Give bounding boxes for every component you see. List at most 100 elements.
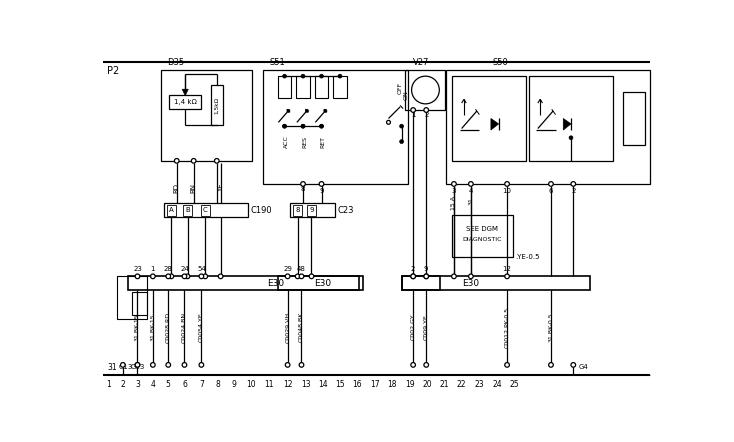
Text: E30: E30	[462, 279, 479, 288]
Text: 7: 7	[199, 380, 204, 389]
Bar	[183, 205, 192, 216]
Text: C0024.BN: C0024.BN	[182, 312, 187, 343]
Text: C190: C190	[251, 206, 272, 215]
Text: G13: G13	[131, 364, 145, 370]
Circle shape	[283, 124, 286, 128]
Text: .YE-0.5: .YE-0.5	[515, 254, 540, 260]
Text: 2: 2	[411, 267, 415, 272]
Bar	[169, 95, 201, 109]
Text: 3: 3	[451, 188, 457, 194]
Bar	[263, 70, 408, 184]
Circle shape	[182, 362, 186, 367]
Circle shape	[424, 362, 429, 367]
Bar	[278, 276, 359, 290]
Text: S51: S51	[269, 58, 285, 67]
Circle shape	[411, 362, 415, 367]
Bar	[211, 85, 223, 126]
Bar	[452, 76, 526, 161]
Polygon shape	[491, 118, 498, 130]
Text: 9: 9	[319, 188, 324, 194]
Circle shape	[286, 362, 290, 367]
Circle shape	[295, 274, 300, 278]
Text: 6: 6	[182, 380, 187, 389]
Text: 12: 12	[503, 267, 512, 272]
Circle shape	[301, 182, 305, 186]
Circle shape	[571, 362, 575, 367]
Text: 24: 24	[493, 380, 502, 389]
Text: E30: E30	[313, 279, 331, 288]
Circle shape	[411, 274, 415, 278]
Bar	[528, 76, 614, 161]
Circle shape	[424, 108, 429, 112]
Text: 23: 23	[475, 380, 484, 389]
Text: 8: 8	[295, 207, 300, 213]
Circle shape	[505, 274, 509, 278]
Text: YE: YE	[218, 183, 224, 192]
Circle shape	[135, 362, 139, 367]
Text: 5: 5	[166, 380, 171, 389]
Text: 19: 19	[405, 380, 415, 389]
Circle shape	[283, 74, 286, 78]
Text: C0028.RD: C0028.RD	[166, 312, 171, 343]
Circle shape	[166, 274, 170, 278]
Circle shape	[548, 182, 553, 186]
Circle shape	[135, 362, 139, 367]
Bar	[315, 76, 328, 98]
Text: C009.YE: C009.YE	[424, 314, 429, 340]
Text: C23: C23	[338, 206, 355, 215]
Text: C0048.BK: C0048.BK	[299, 312, 304, 343]
Circle shape	[301, 124, 305, 128]
Text: E30: E30	[267, 279, 285, 288]
Text: 9: 9	[231, 380, 236, 389]
Text: G4: G4	[578, 364, 589, 370]
Circle shape	[182, 274, 186, 278]
Text: G13: G13	[119, 364, 134, 370]
Circle shape	[286, 274, 290, 278]
Circle shape	[319, 182, 324, 186]
Bar	[451, 215, 513, 257]
Text: P2: P2	[107, 66, 120, 76]
Bar	[405, 70, 446, 110]
Bar	[307, 205, 316, 216]
Text: 16: 16	[352, 380, 362, 389]
Circle shape	[548, 362, 553, 367]
Circle shape	[399, 124, 404, 128]
Circle shape	[411, 108, 415, 112]
Circle shape	[150, 362, 155, 367]
Text: 15 A: 15 A	[451, 196, 457, 210]
Text: 4: 4	[469, 188, 473, 194]
Text: S50: S50	[493, 58, 508, 67]
Text: 13: 13	[301, 380, 311, 389]
Bar	[446, 70, 650, 184]
Text: 31: 31	[107, 363, 117, 372]
Text: 1,5kΩ: 1,5kΩ	[214, 97, 219, 114]
Bar	[293, 205, 302, 216]
Text: 11: 11	[264, 380, 274, 389]
Text: 21: 21	[440, 380, 449, 389]
Circle shape	[569, 136, 573, 140]
Circle shape	[218, 274, 223, 278]
Bar	[200, 205, 210, 216]
Circle shape	[166, 362, 170, 367]
Bar	[128, 276, 363, 290]
Circle shape	[412, 76, 440, 104]
Text: 25: 25	[510, 380, 520, 389]
Circle shape	[324, 109, 327, 112]
Text: BN: BN	[191, 183, 197, 193]
Text: 48: 48	[297, 267, 306, 272]
Text: 2: 2	[120, 380, 126, 389]
Text: RET: RET	[321, 136, 326, 148]
Circle shape	[135, 274, 139, 278]
Text: C0012.PK-0.5: C0012.PK-0.5	[504, 307, 509, 348]
Circle shape	[175, 159, 179, 163]
Text: SEE DGM: SEE DGM	[466, 225, 498, 232]
Circle shape	[199, 274, 204, 278]
Text: C0054.YE: C0054.YE	[199, 312, 204, 342]
Text: RES: RES	[302, 136, 307, 148]
Circle shape	[192, 159, 196, 163]
Text: 31.BK-15: 31.BK-15	[150, 313, 156, 341]
Text: 1: 1	[106, 380, 112, 389]
Text: 1,4 kΩ: 1,4 kΩ	[174, 99, 197, 105]
Text: 17: 17	[370, 380, 379, 389]
Text: OFF: OFF	[398, 82, 402, 94]
